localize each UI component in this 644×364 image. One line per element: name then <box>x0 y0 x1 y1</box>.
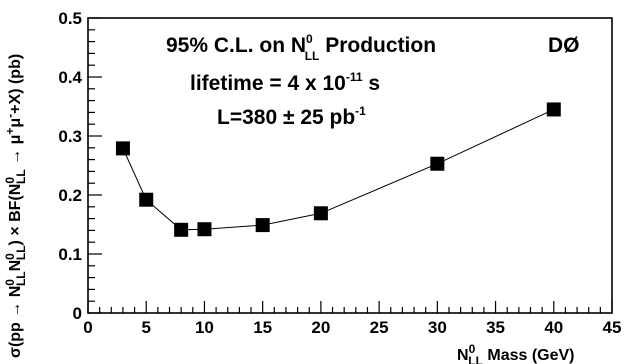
y-tick-label: 0.3 <box>58 127 82 146</box>
x-tick-label: 0 <box>83 318 92 337</box>
y-tick-label: 0.2 <box>58 186 82 205</box>
data-point <box>313 206 328 221</box>
data-point <box>430 156 445 171</box>
data-point <box>115 141 130 156</box>
x-tick-label: 35 <box>486 318 505 337</box>
x-tick-label: 5 <box>141 318 150 337</box>
x-tick-labels: 0 5 10 15 20 25 30 35 40 45 <box>83 318 621 337</box>
x-tick-label: 40 <box>544 318 563 337</box>
data-point <box>546 102 561 117</box>
data-point <box>139 192 154 207</box>
axis-ticks <box>87 17 613 314</box>
x-tick-label: 45 <box>603 318 622 337</box>
x-tick-label: 25 <box>370 318 389 337</box>
plot-frame <box>87 17 613 314</box>
y-tick-labels: 0 0.1 0.2 0.3 0.4 0.5 <box>58 9 82 323</box>
y-tick-label: 0.5 <box>58 9 82 28</box>
x-tick-label: 10 <box>195 318 214 337</box>
annotation-lifetime: lifetime = 4 x 10-11 s <box>190 70 380 95</box>
annotation-luminosity: L=380 ± 25 pb-1 <box>217 104 366 129</box>
data-point <box>255 218 270 233</box>
data-point <box>197 222 212 237</box>
y-axis-title: σ(pp → N0LLN0LL) × BF(N0LL → μ+μ-+X) (pb… <box>3 54 28 358</box>
data-markers <box>115 102 561 237</box>
x-tick-label: 20 <box>311 318 330 337</box>
annotation-title: 95% C.L. on N0 LL Production <box>166 32 436 63</box>
x-tick-label: 30 <box>428 318 447 337</box>
x-axis-title: N0 LL Mass (GeV) <box>457 342 575 364</box>
x-tick-label: 15 <box>253 318 272 337</box>
experiment-label: DØ <box>548 34 580 57</box>
y-tick-label: 0.4 <box>58 68 82 87</box>
y-tick-label: 0 <box>73 304 82 323</box>
data-point <box>174 222 189 237</box>
y-tick-label: 0.1 <box>58 245 82 264</box>
